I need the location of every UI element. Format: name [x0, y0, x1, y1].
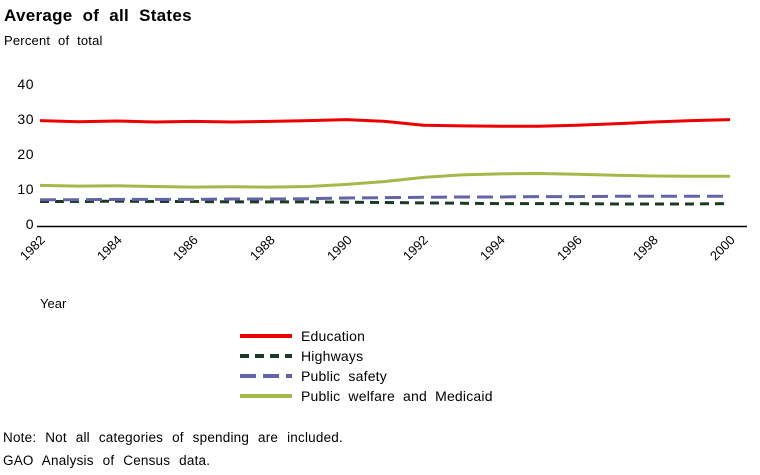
y-tick-label-20: 20 — [17, 146, 34, 162]
source-note: GAO Analysis of Census data. — [3, 453, 211, 468]
series-line-public-safety — [40, 194, 730, 202]
y-tick-label-10: 10 — [17, 181, 34, 197]
legend-label-public-safety: Public safety — [301, 368, 387, 384]
y-tick-label-30: 30 — [17, 111, 34, 127]
series-line-highways — [40, 199, 731, 206]
highways-line-swatch — [240, 354, 292, 358]
legend-row-public-safety: Public safety — [240, 366, 493, 386]
public-safety-line-swatch — [240, 374, 292, 378]
legend-label-highways: Highways — [301, 348, 364, 364]
legend-row-highways: Highways — [240, 346, 493, 366]
legend-row-public-welfare: Public welfare and Medicaid — [240, 386, 493, 406]
public-welfare-line-swatch — [240, 394, 292, 398]
legend-row-education: Education — [240, 326, 493, 346]
chart-title: Average of all States — [4, 6, 192, 25]
y-tick-label-0: 0 — [25, 216, 34, 232]
y-tick-label-40: 40 — [17, 76, 34, 92]
legend-label-education: Education — [301, 328, 366, 344]
x-axis-title: Year — [40, 296, 67, 311]
legend-label-public-welfare: Public welfare and Medicaid — [301, 388, 493, 404]
chart-subtitle: Percent of total — [4, 33, 103, 48]
series-line-education — [39, 118, 731, 128]
series-line-public-welfare-and-medicaid — [39, 171, 730, 189]
legend: Education Highways Public safety Public … — [240, 326, 493, 406]
footnote: Note: Not all categories of spending are… — [3, 430, 343, 445]
education-line-swatch — [240, 334, 292, 338]
